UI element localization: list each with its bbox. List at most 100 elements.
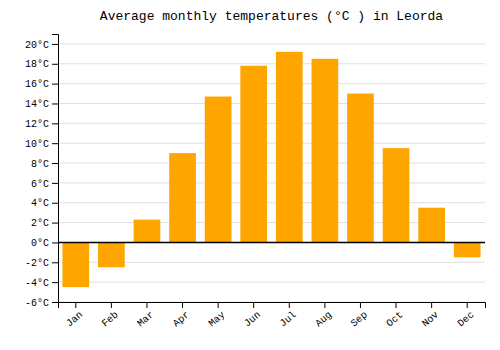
grid-line (58, 123, 485, 124)
x-tick-label: Oct (384, 309, 405, 329)
bars (62, 52, 480, 287)
y-tick-mark (52, 163, 58, 164)
y-tick-mark (52, 44, 58, 45)
y-tick: 20°C (25, 40, 58, 51)
y-axis: -6°C-4°C-2°C0°C2°C4°C6°C8°C10°C12°C14°C1… (25, 35, 59, 309)
x-tick: May (207, 302, 228, 329)
chart: -6°C-4°C-2°C0°C2°C4°C6°C8°C10°C12°C14°C1… (0, 0, 500, 350)
title: Average monthly temperatures (°C ) in Le… (100, 9, 443, 24)
y-tick-mark (52, 302, 58, 303)
x-tick-mark (146, 302, 147, 308)
x-tick-mark (324, 302, 325, 308)
x-tick-label: Feb (100, 309, 121, 329)
x-tick: Dec (456, 302, 477, 329)
y-tick-mark (52, 242, 58, 243)
bar (134, 220, 161, 243)
bar (347, 94, 374, 243)
y-axis-line (52, 35, 59, 303)
y-tick: 14°C (25, 99, 58, 110)
y-tick-label: 8°C (31, 159, 49, 170)
y-tick-mark (52, 203, 58, 204)
x-axis-line (59, 303, 486, 309)
x-tick: Jan (64, 302, 85, 329)
x-tick: Jul (278, 302, 299, 329)
y-tick: 16°C (25, 79, 58, 90)
x-axis: Jan Feb Mar Apr May Jun Jul Aug Sep Oct Nov Dec (59, 302, 486, 329)
y-tick-label: 18°C (25, 59, 49, 70)
y-tick-label: 14°C (25, 99, 49, 110)
grid-line (58, 242, 485, 243)
y-tick-mark (52, 123, 58, 124)
x-tick: Aug (313, 302, 334, 329)
y-tick: -2°C (25, 258, 58, 269)
x-tick-label: Apr (171, 309, 192, 329)
x-tick-mark (111, 302, 112, 308)
y-tick-label: 0°C (31, 238, 49, 249)
x-tick: Sep (349, 302, 370, 329)
bar (240, 66, 267, 243)
y-tick-mark (52, 262, 58, 263)
x-tick: Apr (171, 302, 192, 329)
x-tick-label: Jan (64, 309, 85, 329)
y-tick-mark (52, 143, 58, 144)
plot: -6°C-4°C-2°C0°C2°C4°C6°C8°C10°C12°C14°C1… (25, 35, 486, 330)
bar (169, 153, 196, 242)
x-tick-mark (396, 302, 397, 308)
y-tick: 4°C (31, 198, 58, 209)
y-tick-mark (52, 223, 58, 224)
x-tick-label: Aug (313, 309, 334, 329)
x-tick-mark (182, 302, 183, 308)
y-tick-mark (52, 282, 58, 283)
x-tick: Nov (420, 302, 441, 329)
bar (454, 242, 481, 257)
bar (383, 148, 410, 242)
grid-line (58, 182, 485, 183)
grid-line (58, 202, 485, 203)
x-tick-label: May (207, 309, 228, 329)
x-tick: Oct (384, 302, 405, 329)
x-tick: Jun (242, 302, 263, 329)
y-tick-label: 16°C (25, 79, 49, 90)
x-tick-mark (431, 302, 432, 308)
x-tick-label: Sep (349, 309, 370, 329)
y-tick-label: -2°C (25, 258, 49, 269)
bar (418, 208, 445, 243)
y-tick: 18°C (25, 59, 58, 70)
x-tick-mark (289, 302, 290, 308)
y-tick: 2°C (31, 218, 58, 229)
y-tick: 0°C (31, 238, 58, 249)
x-tick: Mar (135, 302, 156, 329)
x-tick-label: Nov (420, 309, 441, 329)
y-tick-label: -4°C (25, 278, 49, 289)
x-tick: Feb (100, 302, 121, 329)
y-tick: 6°C (31, 179, 58, 190)
zero-line (58, 242, 485, 244)
grid (58, 44, 485, 302)
y-tick-label: 4°C (31, 198, 49, 209)
x-tick-mark (75, 302, 76, 308)
grid-line (58, 63, 485, 64)
x-tick-label: Mar (135, 309, 156, 329)
y-tick-label: 20°C (25, 40, 49, 51)
grid-line (58, 163, 485, 164)
x-tick-mark (360, 302, 361, 308)
grid-line (58, 83, 485, 84)
y-tick-mark (52, 84, 58, 85)
x-tick-label: Jun (242, 309, 263, 329)
bar (312, 59, 339, 243)
y-tick: 12°C (25, 119, 58, 130)
y-tick-mark (52, 64, 58, 65)
x-tick-label: Dec (456, 309, 477, 329)
x-tick-mark (467, 302, 468, 308)
y-tick-label: -6°C (25, 298, 49, 309)
x-tick-label: Jul (278, 309, 299, 329)
y-tick: 8°C (31, 159, 58, 170)
bar (276, 52, 303, 243)
grid-line (58, 282, 485, 283)
bar (62, 242, 89, 287)
grid-line (58, 103, 485, 104)
grid-line (58, 143, 485, 144)
y-tick: -6°C (25, 298, 58, 309)
y-tick: -4°C (25, 278, 58, 289)
bar (205, 97, 232, 243)
